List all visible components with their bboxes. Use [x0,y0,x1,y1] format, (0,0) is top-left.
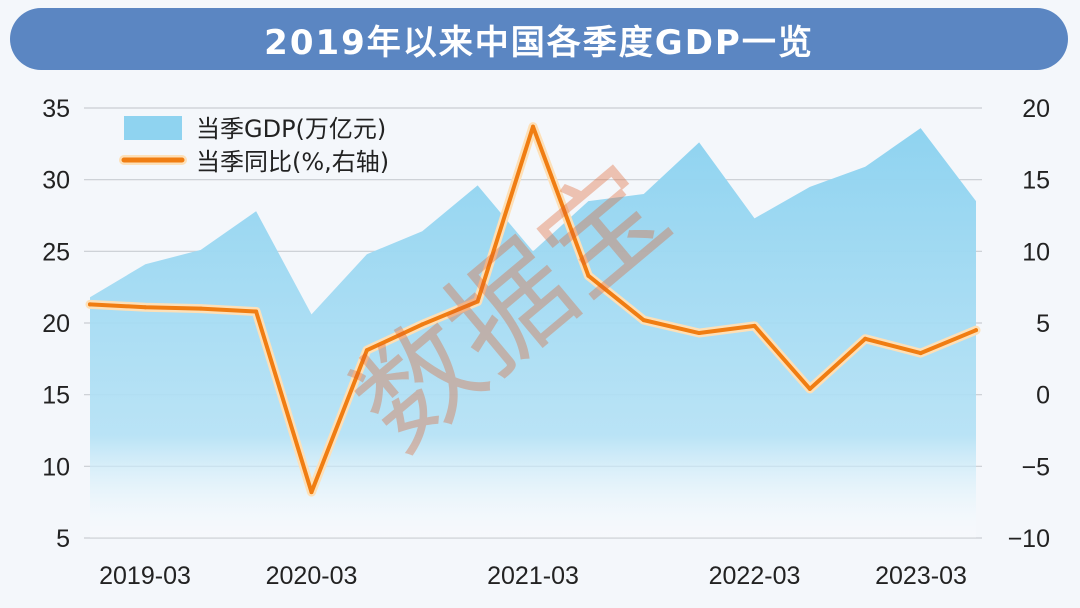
yoy-point [863,336,868,341]
series-area-gdp [90,128,976,539]
x-axis-tick-label: 2023-03 [875,562,967,590]
legend-swatch-area [124,116,182,140]
yoy-point [475,299,480,304]
x-axis-tick-label: 2021-03 [487,562,579,590]
yoy-point [309,490,314,495]
yoy-point [143,305,148,310]
x-axis-tick-label: 2019-03 [99,562,191,590]
x-axis-tick-label: 2022-03 [709,562,801,590]
right-axis-tick-label: 0 [1036,382,1050,410]
title-banner: 2019年以来中国各季度GDP一览 [10,8,1068,70]
yoy-point [641,318,646,323]
right-axis-tick-label: −5 [1021,453,1050,481]
yoy-point [974,328,978,333]
left-axis-tick-label: 35 [42,95,70,123]
yoy-point [752,323,757,328]
yoy-point [586,273,591,278]
legend-label-gdp: 当季GDP(万亿元) [196,115,386,143]
x-axis-tick-label: 2020-03 [266,562,358,590]
legend-label-yoy: 当季同比(%,右轴) [196,148,389,176]
yoy-point [254,309,259,314]
right-axis-tick-label: 5 [1036,310,1050,338]
left-axis-tick-label: 10 [42,453,70,481]
left-axis-tick-label: 25 [42,238,70,266]
yoy-point [697,331,702,336]
yoy-point [198,306,203,311]
yoy-point [807,386,812,391]
right-axis-tick-label: 10 [1022,238,1050,266]
yoy-point [918,351,923,356]
left-axis-tick-label: 5 [56,525,70,553]
right-axis-tick-label: 20 [1022,95,1050,123]
left-axis-tick-label: 30 [42,167,70,195]
yoy-point [531,124,535,129]
right-axis-tick-label: 15 [1022,167,1050,195]
chart-title: 2019年以来中国各季度GDP一览 [264,22,814,63]
left-axis-tick-label: 20 [42,310,70,338]
left-axis-tick-label: 15 [42,382,70,410]
yoy-point [364,348,369,353]
right-axis-tick-label: −10 [1008,525,1050,553]
yoy-point [420,322,425,327]
yoy-point [88,302,92,307]
